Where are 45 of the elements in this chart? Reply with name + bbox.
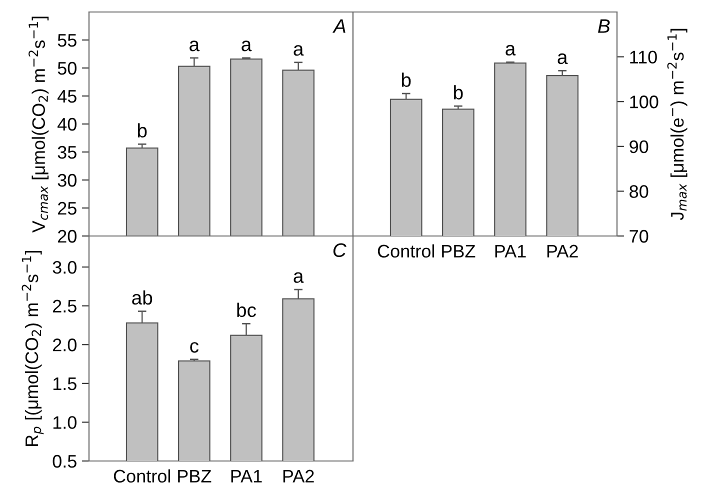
y-tick-label: 2.0: [53, 338, 76, 352]
y-tick-label: 80: [630, 185, 648, 198]
annotation: a: [558, 53, 568, 64]
y-tick-label: 3.0: [52, 260, 76, 274]
y-tick-label: 55: [58, 34, 76, 47]
y-tick-label: 70: [630, 230, 648, 243]
text: V$_{cmax}$ [μmol(CO$_{2}$) m$^{−2}$s$^{−1}$]: [28, 16, 49, 233]
y-tick-label: 35: [58, 146, 76, 159]
y-tick-label: 50: [58, 62, 76, 75]
y-tick-label: 100: [630, 96, 658, 108]
annotation: A: [332, 19, 346, 33]
y-tick-label: 0.5: [52, 454, 76, 468]
annotation: a: [294, 45, 304, 56]
annotation: a: [242, 40, 252, 52]
x-tick-label: PA1: [231, 470, 262, 482]
x-tick-label: Control: [114, 469, 170, 483]
annotation: B: [598, 19, 610, 33]
y-tick-label: 20: [58, 230, 76, 243]
annotation: b: [138, 123, 147, 138]
x-tick-label: PBZ: [442, 244, 476, 258]
annotation: C: [333, 243, 347, 258]
annotation: a: [294, 272, 304, 283]
y-tick-label: 40: [58, 118, 76, 131]
y-tick-label: 110: [630, 50, 657, 64]
annotation: a: [190, 40, 200, 52]
y-tick-label: 30: [58, 174, 76, 187]
y-tick-label: 2.5: [53, 300, 76, 313]
x-tick-label: PA1: [495, 244, 526, 258]
annotation: b: [454, 85, 463, 100]
annotation: ab: [132, 290, 152, 305]
text: R$_{p}$ [(μmol(CO$_{2}$) m$^{−2}$s$^{−1}$]: [22, 250, 44, 446]
annotation: bc: [237, 302, 256, 318]
y-tick-label: 1.5: [53, 378, 76, 390]
y-tick-label: 25: [58, 202, 76, 215]
text: J$_{max}$ [μmol(e$^{−}$) m$^{−2}$s$^{−1}$]: [667, 28, 688, 220]
y-tick-label: 90: [630, 140, 648, 154]
x-tick-label: PBZ: [178, 470, 212, 482]
annotation: b: [402, 72, 411, 87]
x-tick-label: Control: [378, 244, 434, 258]
y-tick-label: 45: [58, 90, 76, 103]
annotation: a: [506, 44, 516, 56]
y-tick-label: 1.0: [53, 416, 76, 429]
annotation: c: [190, 342, 199, 353]
x-tick-label: PA2: [283, 470, 314, 482]
x-tick-label: PA2: [547, 244, 578, 258]
